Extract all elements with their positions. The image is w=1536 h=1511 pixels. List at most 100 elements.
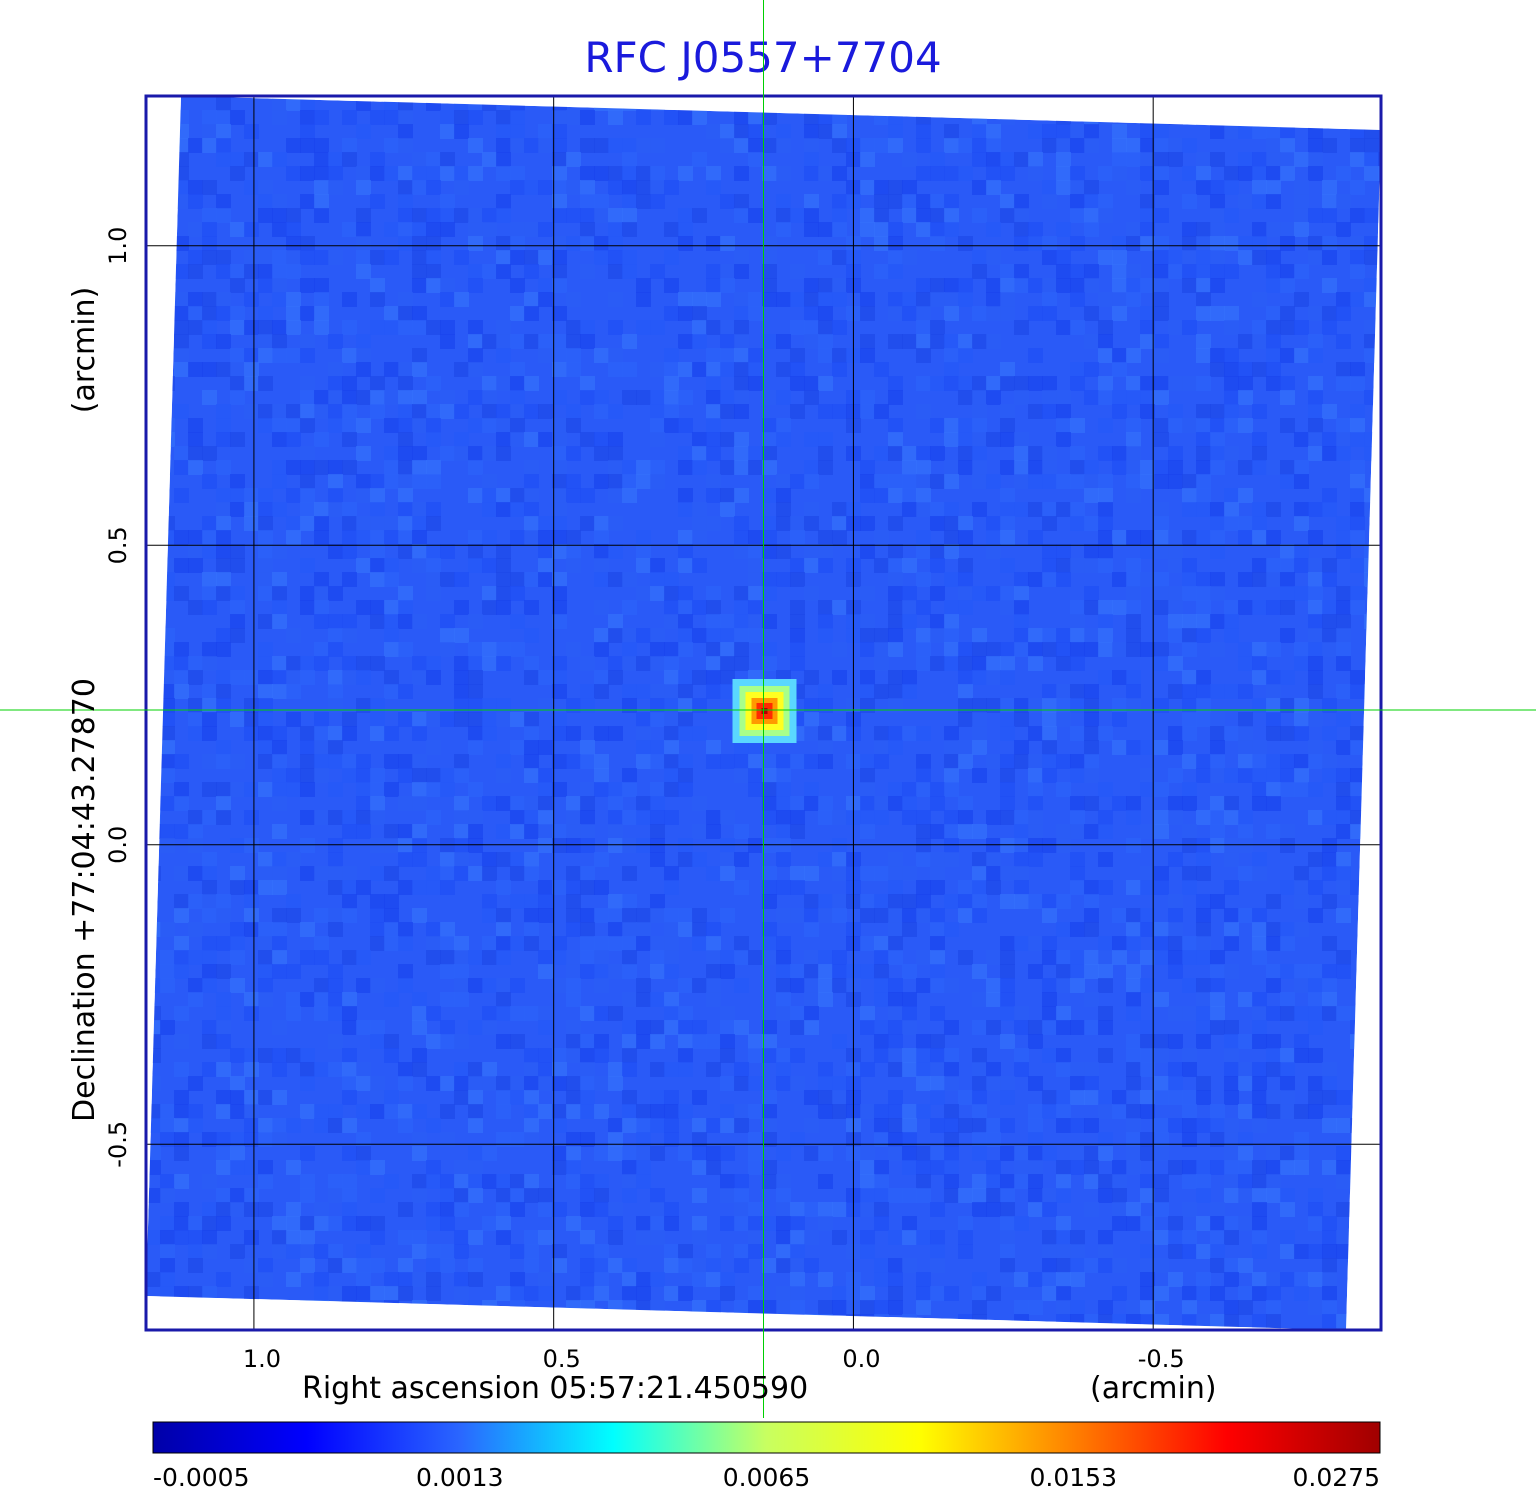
noise-pixel [1000,166,1015,181]
noise-pixel [1238,1076,1253,1091]
noise-pixel [790,1272,805,1287]
noise-pixel [1266,376,1281,391]
noise-pixel [594,782,609,797]
noise-pixel [1168,768,1183,783]
noise-pixel [174,824,189,839]
noise-pixel [1322,754,1337,769]
noise-pixel [692,1272,707,1287]
noise-pixel [650,362,665,377]
noise-pixel [412,754,427,769]
noise-pixel [1154,880,1169,895]
noise-pixel [440,1174,455,1189]
noise-pixel [958,390,973,405]
noise-pixel [664,866,679,881]
noise-pixel [426,236,441,251]
noise-pixel [650,796,665,811]
noise-pixel [300,404,315,419]
noise-pixel [566,152,581,167]
noise-pixel [1196,222,1211,237]
noise-pixel [580,1258,595,1273]
noise-pixel [1154,166,1169,181]
noise-pixel [216,96,231,111]
noise-pixel [1252,1020,1267,1035]
noise-pixel [790,614,805,629]
noise-pixel [1098,334,1113,349]
noise-pixel [958,572,973,587]
noise-pixel [1168,446,1183,461]
noise-pixel [1098,1146,1113,1161]
noise-pixel [720,684,735,699]
noise-pixel [972,712,987,727]
noise-pixel [622,782,637,797]
noise-pixel [174,460,189,475]
noise-pixel [832,138,847,153]
noise-pixel [188,1216,203,1231]
noise-pixel [1224,1272,1239,1287]
noise-pixel [664,740,679,755]
noise-pixel [1056,558,1071,573]
noise-pixel [622,1188,637,1203]
noise-pixel [356,698,371,713]
noise-pixel [1098,1174,1113,1189]
noise-pixel [650,628,665,643]
noise-pixel [510,1090,525,1105]
noise-pixel [1350,740,1365,755]
noise-pixel [608,1216,623,1231]
noise-pixel [454,292,469,307]
noise-pixel [384,362,399,377]
noise-pixel [1140,222,1155,237]
noise-pixel [1126,1216,1141,1231]
noise-pixel [608,404,623,419]
noise-pixel [328,698,343,713]
noise-pixel [930,950,945,965]
noise-pixel [538,138,553,153]
noise-pixel [1126,698,1141,713]
noise-pixel [272,922,287,937]
noise-pixel [328,418,343,433]
noise-pixel [1322,1286,1337,1301]
noise-pixel [930,334,945,349]
noise-pixel [496,320,511,335]
noise-pixel [524,936,539,951]
noise-pixel [202,656,217,671]
noise-pixel [1224,390,1239,405]
noise-pixel [412,236,427,251]
noise-pixel [636,908,651,923]
noise-pixel [412,1230,427,1245]
noise-pixel [678,754,693,769]
noise-pixel [902,796,917,811]
noise-pixel [1126,1090,1141,1105]
noise-pixel [538,292,553,307]
noise-pixel [370,1286,385,1301]
noise-pixel [972,1020,987,1035]
noise-pixel [1084,642,1099,657]
noise-pixel [524,1258,539,1273]
noise-pixel [692,796,707,811]
noise-pixel [720,460,735,475]
noise-pixel [734,124,749,139]
noise-pixel [706,320,721,335]
noise-pixel [580,236,595,251]
noise-pixel [678,1020,693,1035]
noise-pixel [314,866,329,881]
noise-pixel [692,1090,707,1105]
noise-pixel [944,642,959,657]
noise-pixel [720,754,735,769]
noise-pixel [300,1188,315,1203]
noise-pixel [510,1034,525,1049]
noise-pixel [188,306,203,321]
noise-pixel [244,320,259,335]
noise-pixel [1252,222,1267,237]
noise-pixel [776,1062,791,1077]
noise-pixel [1000,1146,1015,1161]
noise-pixel [412,726,427,741]
noise-pixel [678,1104,693,1119]
noise-pixel [398,1104,413,1119]
noise-pixel [860,810,875,825]
noise-pixel [216,306,231,321]
noise-pixel [412,362,427,377]
noise-pixel [1252,572,1267,587]
noise-pixel [1070,264,1085,279]
noise-pixel [258,726,273,741]
colorbar-tick-label: 0.0013 [416,1463,503,1492]
